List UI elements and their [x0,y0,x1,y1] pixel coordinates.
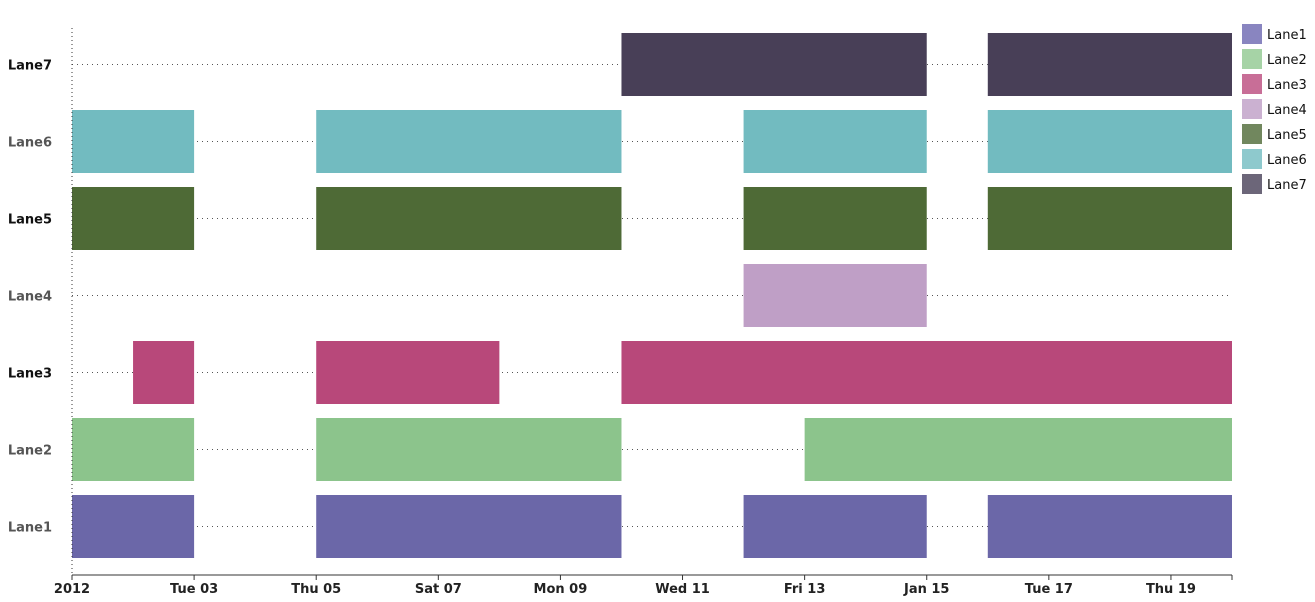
bar-lane1-2 [316,495,622,558]
legend-swatch [1242,149,1262,169]
lane-label-lane1: Lane1 [8,521,52,536]
bar-lane6-1 [72,110,195,173]
legend-label: Lane3 [1267,78,1307,93]
bar-lane3-1 [133,341,195,404]
x-tick-label: Mon 09 [534,582,588,597]
bar-lane5-4 [987,187,1232,250]
legend-label: Lane2 [1267,53,1307,68]
bar-lane4-1 [743,264,927,327]
x-tick-label: Tue 03 [170,582,218,597]
bar-lane6-4 [987,110,1232,173]
bar-lane3-3 [621,341,1232,404]
legend-swatch [1242,174,1262,194]
bar-lane5-3 [743,187,927,250]
bar-lane5-2 [316,187,622,250]
legend-item-lane6: Lane6 [1242,149,1307,169]
x-tick-label: Tue 17 [1025,582,1073,597]
legend: Lane1 Lane2 Lane3 Lane4 Lane5 Lane6 Lane7 [1242,24,1307,194]
bar-lane6-2 [316,110,622,173]
legend-label: Lane4 [1267,103,1307,118]
lane-labels: Lane1 Lane2 Lane3 Lane4 Lane5 Lane6 Lane7 [8,59,52,536]
bar-lane2-3 [804,418,1232,481]
bar-lane2-1 [72,418,195,481]
legend-label: Lane5 [1267,128,1307,143]
legend-swatch [1242,99,1262,119]
x-tick-label: Thu 05 [291,582,341,597]
legend-swatch [1242,24,1262,44]
legend-swatch [1242,124,1262,144]
legend-label: Lane7 [1267,178,1307,193]
legend-item-lane5: Lane5 [1242,124,1307,144]
timeline-bars [72,33,1232,558]
legend-item-lane7: Lane7 [1242,174,1307,194]
legend-label: Lane6 [1267,153,1307,168]
legend-item-lane4: Lane4 [1242,99,1307,119]
bar-lane1-1 [72,495,195,558]
x-tick-label: Jan 15 [903,582,949,597]
x-tick-label: Thu 19 [1146,582,1196,597]
lane-label-lane5: Lane5 [8,213,52,228]
x-tick-label: 2012 [54,582,90,597]
lane-label-lane6: Lane6 [8,136,52,151]
x-tick-label: Fri 13 [784,582,826,597]
bar-lane1-3 [743,495,927,558]
bar-lane3-2 [316,341,500,404]
axes [71,28,1233,580]
legend-label: Lane1 [1267,28,1307,43]
x-tick-label: Sat 07 [415,582,462,597]
x-axis-ticks: 2012 Tue 03 Thu 05 Sat 07 Mon 09 Wed 11 Fri 13… [54,575,1196,597]
legend-item-lane2: Lane2 [1242,49,1307,69]
lane-label-lane7: Lane7 [8,59,52,74]
lane-label-lane3: Lane3 [8,367,52,382]
lane-label-lane4: Lane4 [8,290,52,305]
bar-lane1-4 [987,495,1232,558]
x-tick-label: Wed 11 [655,582,710,597]
bar-lane7-1 [621,33,927,96]
bar-lane6-3 [743,110,927,173]
legend-swatch [1242,49,1262,69]
bar-lane2-2 [316,418,622,481]
legend-item-lane1: Lane1 [1242,24,1307,44]
bar-lane5-1 [72,187,195,250]
legend-swatch [1242,74,1262,94]
legend-item-lane3: Lane3 [1242,74,1307,94]
lane-label-lane2: Lane2 [8,444,52,459]
bar-lane7-2 [987,33,1232,96]
